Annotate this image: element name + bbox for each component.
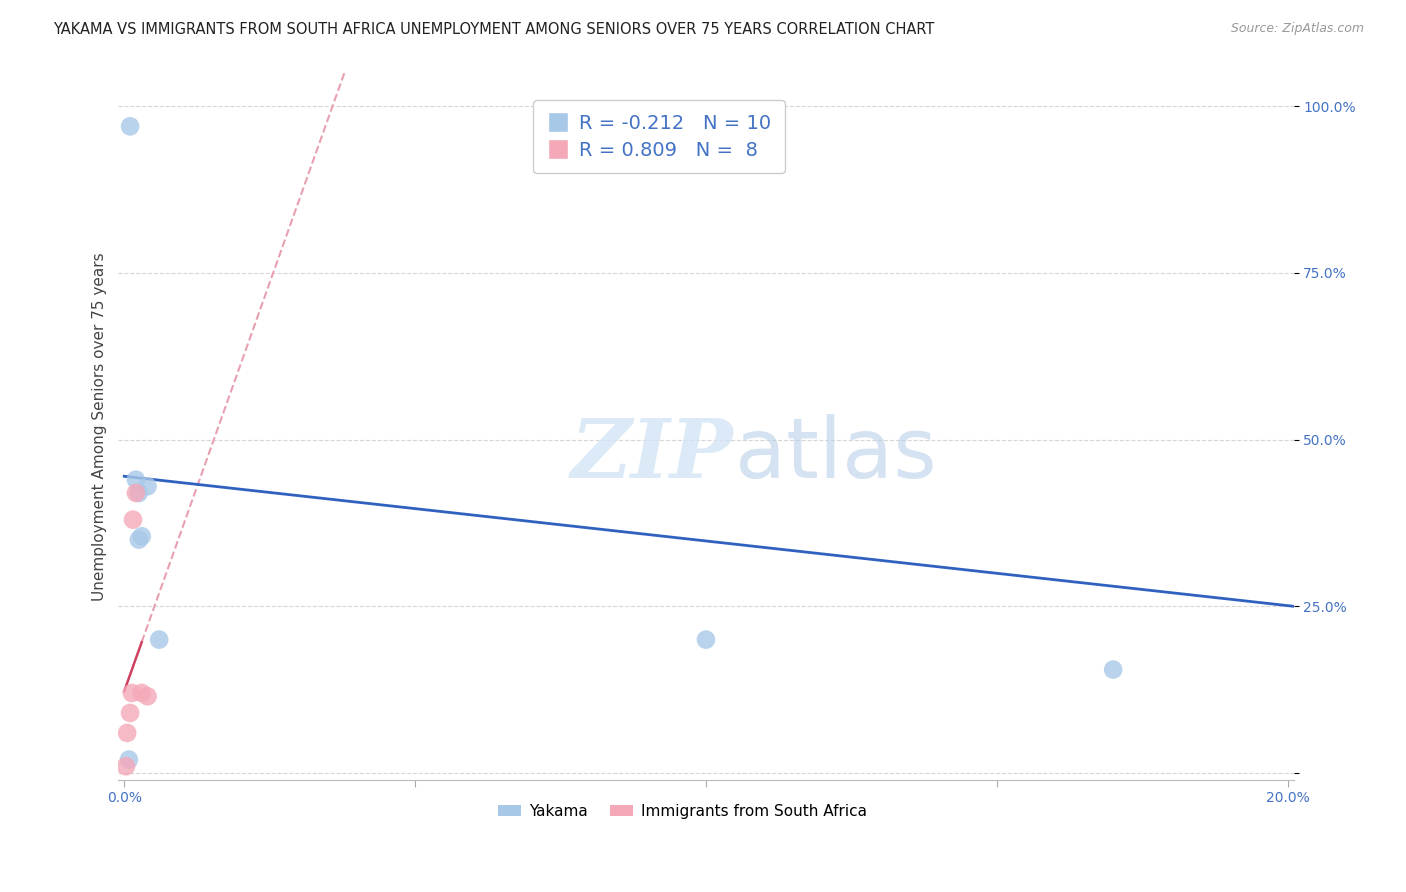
Point: [120, 120, 142, 134]
Point: [118, 753, 141, 767]
Legend: Yakama, Immigrants from South Africa: Yakama, Immigrants from South Africa: [492, 797, 873, 825]
Point: [695, 632, 717, 647]
Point: [128, 533, 150, 547]
Point: [125, 473, 148, 487]
Point: [136, 690, 159, 704]
Text: Source: ZipAtlas.com: Source: ZipAtlas.com: [1230, 22, 1364, 36]
Point: [125, 486, 148, 500]
Point: [128, 486, 150, 500]
Point: [148, 632, 170, 647]
Point: [115, 726, 138, 740]
Point: [136, 479, 159, 493]
Text: YAKAMA VS IMMIGRANTS FROM SOUTH AFRICA UNEMPLOYMENT AMONG SENIORS OVER 75 YEARS : YAKAMA VS IMMIGRANTS FROM SOUTH AFRICA U…: [53, 22, 935, 37]
Point: [115, 759, 138, 773]
Point: [120, 706, 142, 720]
Text: atlas: atlas: [735, 414, 936, 495]
Point: [131, 686, 153, 700]
Point: [131, 529, 153, 543]
Point: [1102, 663, 1125, 677]
Point: [122, 513, 145, 527]
Point: [121, 686, 143, 700]
Text: ZIP: ZIP: [571, 415, 734, 494]
Y-axis label: Unemployment Among Seniors over 75 years: Unemployment Among Seniors over 75 years: [93, 252, 107, 600]
